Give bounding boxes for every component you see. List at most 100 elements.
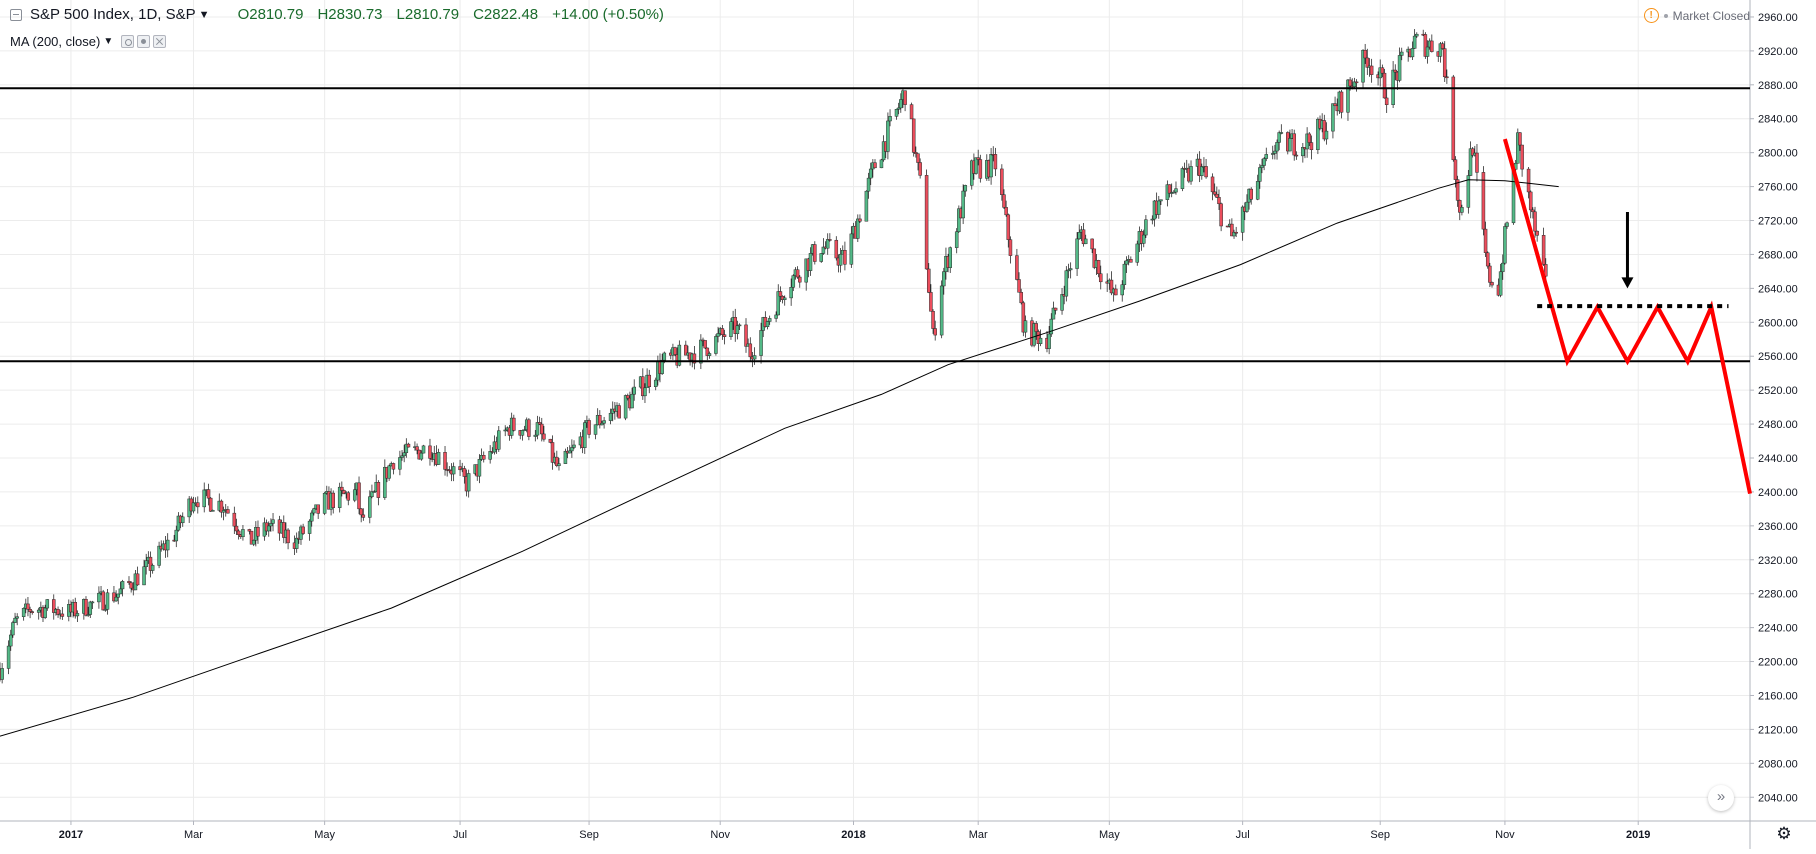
indicator-title[interactable]: MA (200, close): [10, 34, 101, 49]
candle-down: [481, 455, 486, 460]
candle-up: [1505, 222, 1509, 227]
candle-up: [13, 617, 17, 623]
candle-up: [0, 668, 4, 680]
time-tick-label: Mar: [184, 829, 203, 841]
candle-up: [782, 297, 787, 300]
candle-down: [1455, 179, 1460, 201]
candle-up: [600, 422, 604, 426]
candle-down: [1339, 91, 1344, 113]
candle-up: [1174, 188, 1178, 193]
candle-down: [1098, 273, 1103, 283]
candle-down: [1445, 76, 1449, 79]
candle-up: [821, 246, 826, 254]
price-tick-label: 2760.00: [1758, 182, 1798, 194]
close-value: C2822.48: [473, 6, 539, 23]
scroll-right-icon[interactable]: »: [1708, 785, 1734, 811]
gear-icon[interactable]: [137, 35, 151, 48]
candle-up: [1240, 206, 1245, 233]
candle-down: [1458, 200, 1462, 213]
candle-up: [1258, 167, 1262, 182]
candle-up: [1124, 260, 1129, 265]
candle-down: [1092, 248, 1097, 268]
candle-up: [1288, 138, 1292, 152]
change-value: +14.00 (+0.50%): [552, 6, 664, 23]
close-icon[interactable]: [153, 35, 167, 48]
candle-up: [677, 344, 682, 366]
candle-up: [251, 540, 256, 545]
candle-up: [6, 645, 11, 669]
chevron-down-icon[interactable]: ▼: [103, 36, 114, 47]
eye-icon[interactable]: [121, 35, 135, 48]
candle-up: [570, 447, 574, 452]
symbol-title[interactable]: S&P 500 Index, 1D, S&P: [30, 6, 196, 23]
candle-down: [1234, 231, 1238, 234]
candle-down: [331, 492, 335, 508]
down-arrow-head: [1621, 277, 1634, 289]
candle-up: [608, 412, 613, 421]
candle-down: [415, 446, 419, 451]
warning-icon[interactable]: !: [1643, 8, 1659, 23]
candle-up: [45, 599, 50, 609]
candle-up: [856, 218, 860, 239]
candle-up: [1460, 207, 1464, 213]
candle-down: [1541, 235, 1546, 265]
candle-down: [135, 573, 140, 586]
candle-down: [722, 334, 727, 337]
candle-down: [1380, 67, 1385, 74]
candle-down: [933, 328, 937, 336]
candle-up: [660, 359, 664, 374]
settings-icon[interactable]: ⚙: [1776, 824, 1792, 843]
candle-up: [97, 592, 101, 603]
candle-down: [1333, 103, 1337, 107]
chevron-down-icon[interactable]: ▼: [198, 8, 210, 21]
price-tick-label: 2880.00: [1758, 80, 1798, 92]
candle-up: [266, 525, 271, 532]
price-tick-label: 2440.00: [1758, 453, 1798, 465]
candle-up: [765, 321, 770, 327]
candle-up: [1051, 307, 1056, 320]
price-tick-label: 2560.00: [1758, 351, 1798, 363]
price-tick-label: 2280.00: [1758, 589, 1798, 601]
candle-up: [165, 539, 170, 551]
candle-up: [451, 466, 456, 475]
candle-up: [1157, 200, 1161, 215]
candle-up: [1064, 270, 1069, 297]
candle-down: [1365, 57, 1370, 68]
candle-up: [759, 330, 763, 356]
candle-up: [1038, 337, 1043, 344]
candle-up: [402, 452, 406, 457]
candle-up: [1260, 165, 1264, 168]
candle-down: [1518, 132, 1522, 146]
candle-up: [105, 592, 110, 610]
candle-up: [8, 634, 13, 647]
candle-up: [1277, 132, 1281, 143]
open-value: O2810.79: [237, 6, 304, 23]
candle-down: [101, 591, 105, 611]
candle-up: [643, 387, 647, 397]
candle-down: [813, 244, 817, 262]
candle-up: [398, 457, 402, 470]
candle-up: [699, 339, 703, 364]
candle-down: [834, 239, 839, 259]
candle-down: [1369, 65, 1374, 75]
candle-up: [419, 452, 424, 460]
candle-down: [1292, 133, 1296, 156]
time-tick-label: Jul: [453, 829, 467, 841]
candle-up: [202, 489, 206, 508]
candle-up: [11, 622, 15, 636]
candle-down: [1081, 229, 1086, 245]
candle-down: [641, 376, 645, 397]
candle-up: [1083, 238, 1088, 245]
candle-up: [1135, 243, 1140, 263]
collapse-icon[interactable]: [10, 8, 22, 21]
candle-down: [617, 405, 621, 419]
candle-up: [716, 333, 720, 337]
candle-down: [1225, 225, 1230, 228]
candle-up: [1066, 269, 1071, 272]
candle-down: [929, 292, 933, 312]
candle-up: [776, 291, 781, 316]
candle-up: [1412, 35, 1417, 49]
candle-down: [909, 104, 914, 120]
